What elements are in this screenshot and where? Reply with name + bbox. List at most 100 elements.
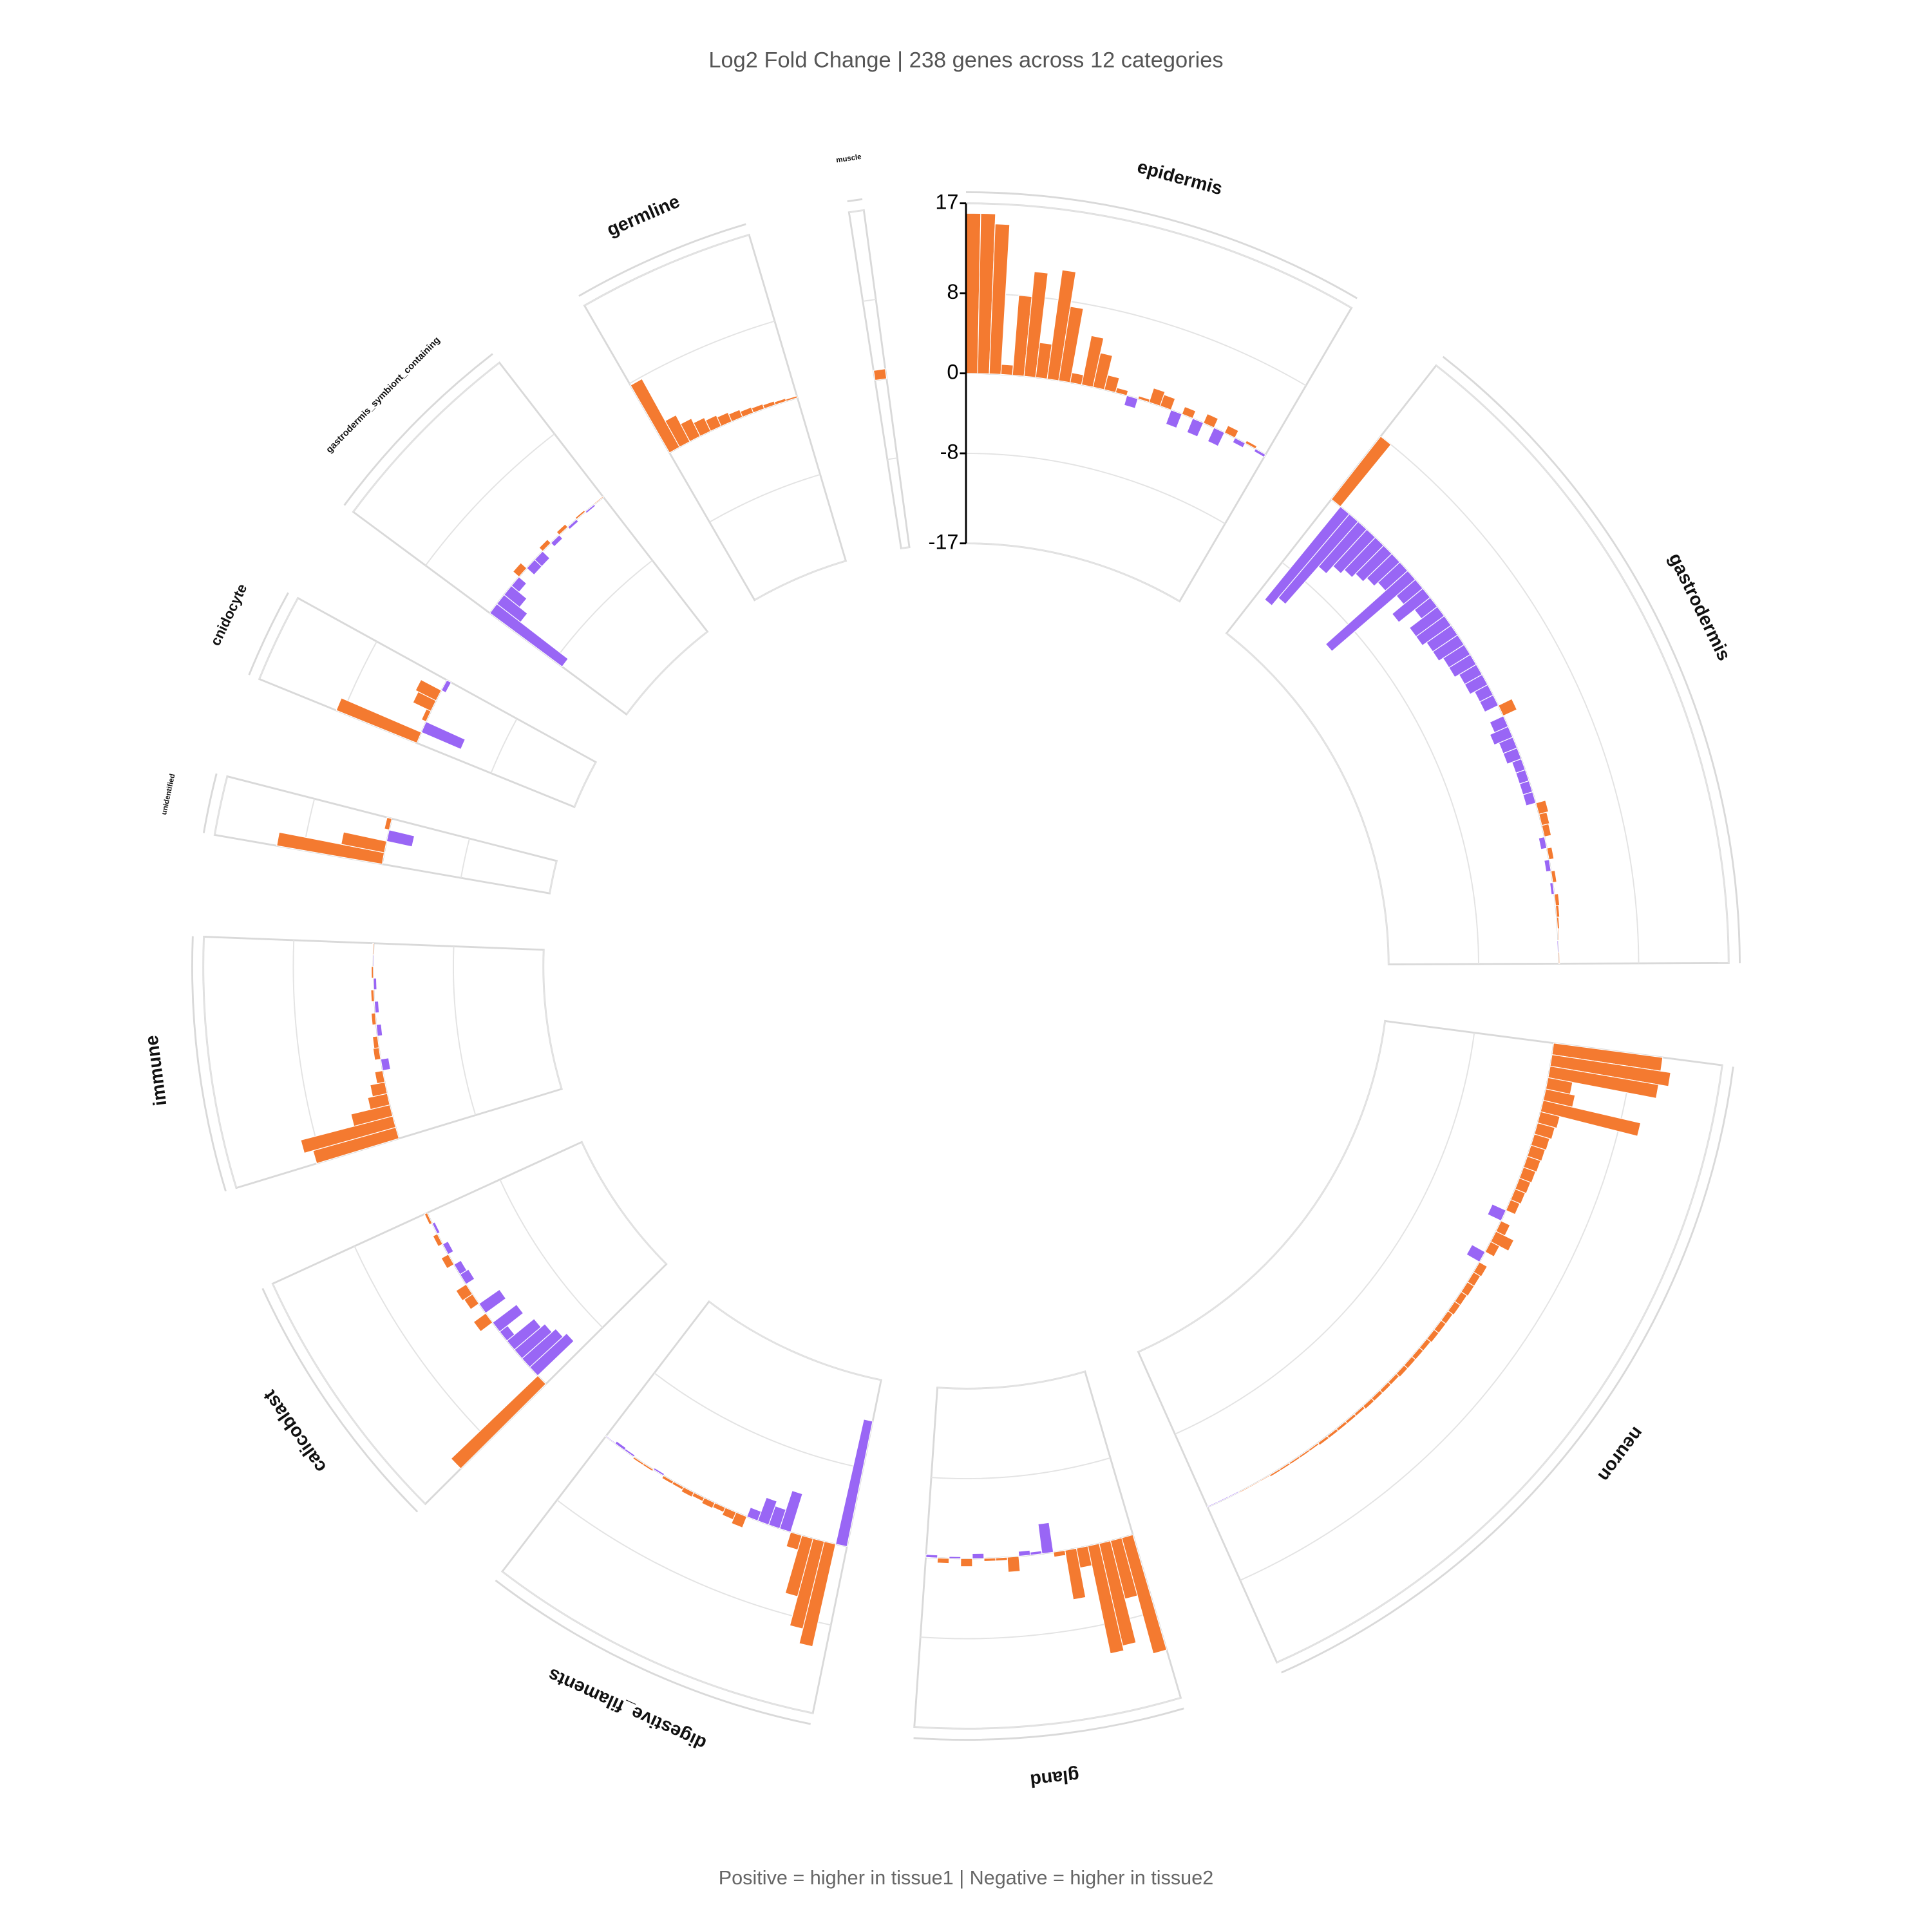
bar xyxy=(431,1221,440,1235)
bar xyxy=(972,1553,985,1559)
bar xyxy=(1415,615,1452,647)
y-tick-label: 0 xyxy=(947,360,958,383)
chart-caption: Positive = higher in tissue1 | Negative … xyxy=(719,1867,1214,1889)
grid-line xyxy=(849,209,864,213)
bar xyxy=(605,1435,616,1444)
bar xyxy=(442,1240,454,1255)
sector-rim xyxy=(847,198,863,203)
bar xyxy=(534,551,551,567)
bar xyxy=(936,1557,950,1564)
bar xyxy=(1332,529,1376,574)
grid-line xyxy=(258,598,299,679)
grid-line xyxy=(352,362,500,513)
grid-line xyxy=(965,542,1180,602)
bar xyxy=(1325,570,1416,652)
bar xyxy=(489,603,569,668)
grid-line xyxy=(1276,1065,1723,1663)
grid-line xyxy=(272,1283,426,1504)
grid-line xyxy=(574,761,596,808)
grid-line xyxy=(581,1141,667,1265)
bar xyxy=(1538,836,1548,850)
bar xyxy=(513,1323,553,1359)
bar xyxy=(1277,513,1359,605)
grid-line xyxy=(887,457,898,460)
bar xyxy=(496,594,528,623)
bar xyxy=(949,1556,961,1559)
grid-line xyxy=(709,473,820,523)
grid-line xyxy=(1240,1053,1634,1581)
grid-line xyxy=(354,1245,490,1441)
grid-line xyxy=(862,298,876,302)
bar xyxy=(380,1057,392,1072)
grid-line xyxy=(584,234,750,307)
sector-rim xyxy=(202,773,218,833)
bar xyxy=(424,1212,433,1226)
bar xyxy=(1432,634,1465,662)
y-tick-label: -8 xyxy=(940,440,959,464)
bar xyxy=(529,1332,574,1376)
grid-line xyxy=(553,560,653,661)
grid-line xyxy=(490,718,518,773)
grid-line xyxy=(914,1697,1181,1730)
bar xyxy=(478,1289,507,1314)
bar xyxy=(652,1467,665,1477)
bar xyxy=(370,989,375,1002)
grid-line xyxy=(965,453,1226,524)
bar xyxy=(1448,654,1477,678)
bar xyxy=(1123,395,1139,409)
bar xyxy=(440,679,452,694)
bar xyxy=(1007,1556,1021,1573)
bar xyxy=(1253,448,1266,458)
grid-line xyxy=(1226,632,1390,965)
grid-line xyxy=(1138,1021,1386,1353)
grid-line xyxy=(502,1571,813,1714)
bar xyxy=(492,1303,524,1332)
bar xyxy=(372,943,374,956)
bar xyxy=(372,1047,381,1061)
bar xyxy=(835,1419,873,1548)
bar xyxy=(1544,859,1552,873)
bar xyxy=(1070,372,1084,386)
sector-label: muscle xyxy=(836,153,862,165)
bar xyxy=(1206,1501,1219,1508)
bar xyxy=(1549,882,1555,895)
bar xyxy=(372,1036,380,1049)
bar xyxy=(373,978,377,990)
bar xyxy=(925,1553,938,1558)
grid-line xyxy=(708,1301,882,1381)
grid-line xyxy=(754,560,846,601)
bar xyxy=(995,1557,1008,1562)
grid-line xyxy=(1380,435,1640,963)
sector-rim xyxy=(913,1707,1184,1741)
bar xyxy=(373,954,375,967)
y-tick-label: -17 xyxy=(929,530,959,553)
y-tick-label: 17 xyxy=(935,190,958,213)
bar xyxy=(1343,536,1385,578)
grid-line xyxy=(425,433,555,566)
bar xyxy=(503,585,527,608)
grid-line xyxy=(1435,365,1730,963)
bar xyxy=(384,817,393,831)
bar xyxy=(370,1012,377,1026)
bar xyxy=(1479,694,1499,713)
bar xyxy=(1502,747,1522,765)
sector-rim xyxy=(343,353,493,506)
bar xyxy=(785,395,798,402)
sector-rim xyxy=(191,936,227,1192)
sector-rim xyxy=(261,1287,419,1513)
bar xyxy=(1366,553,1401,587)
bar xyxy=(1000,364,1014,376)
bar xyxy=(1186,417,1204,437)
bar xyxy=(521,1328,564,1368)
bar xyxy=(1354,545,1393,582)
bar xyxy=(374,1070,386,1084)
grid-line xyxy=(202,936,237,1188)
bar xyxy=(1522,791,1537,806)
grid-line xyxy=(499,1179,603,1329)
grid-line xyxy=(654,1372,864,1469)
grid-line xyxy=(1282,562,1479,964)
bar xyxy=(1037,1522,1054,1555)
bar xyxy=(1487,1203,1507,1222)
bar xyxy=(386,829,415,848)
grid-line xyxy=(937,1370,1086,1390)
